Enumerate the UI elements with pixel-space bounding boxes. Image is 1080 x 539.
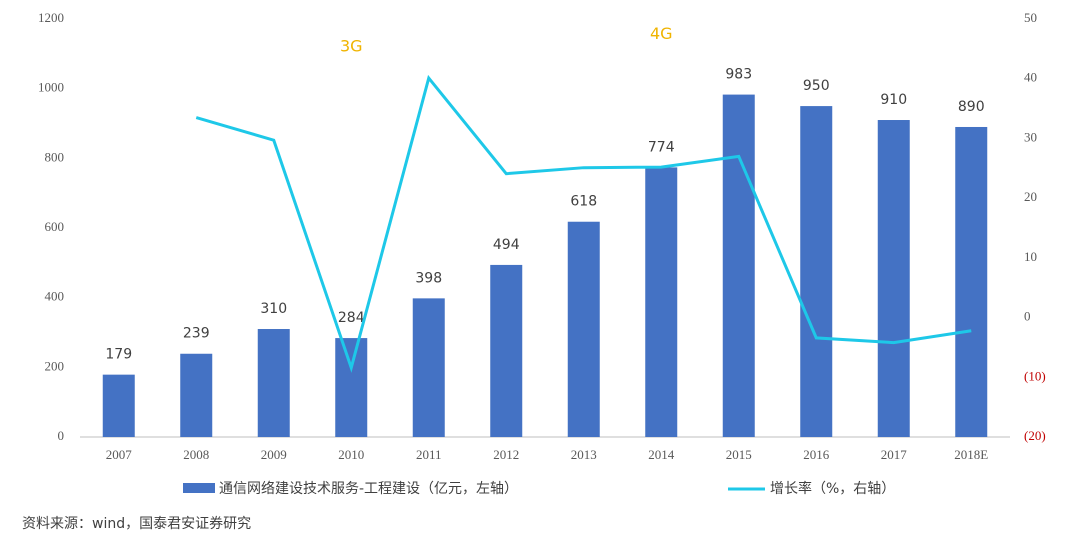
bar (567, 221, 600, 437)
bar (102, 374, 135, 437)
x-tick-label: 2014 (648, 447, 675, 462)
bar-value-label: 910 (880, 92, 907, 108)
bar (180, 353, 213, 437)
legend-label: 增长率（%，右轴） (770, 480, 895, 497)
y-tick-label: 600 (45, 219, 65, 234)
x-tick-label: 2010 (338, 447, 364, 462)
bar (877, 120, 910, 438)
y-tick-label: 1200 (38, 10, 64, 25)
bar (800, 106, 833, 437)
y2-tick-label: 10 (1024, 249, 1037, 264)
bar-value-label: 890 (958, 99, 985, 115)
x-tick-label: 2017 (881, 447, 908, 462)
bar-value-label: 618 (570, 194, 597, 210)
bar (722, 94, 755, 438)
growth-line (195, 74, 972, 373)
x-tick-label: 2009 (261, 447, 287, 462)
y2-tick-label: 50 (1024, 10, 1037, 25)
legend-label: 通信网络建设技术服务-工程建设（亿元，左轴） (219, 481, 518, 497)
annotation: 4G (650, 24, 673, 43)
bar (645, 167, 678, 437)
y2-tick-label: (20) (1024, 428, 1046, 443)
x-tick-label: 2012 (493, 447, 519, 462)
x-tick-label: 2018E (954, 447, 988, 462)
bar-value-label: 494 (493, 237, 520, 253)
y2-tick-label: 20 (1024, 189, 1037, 204)
bar-value-label: 983 (725, 67, 752, 83)
x-tick-label: 2015 (726, 447, 752, 462)
y2-tick-label: 0 (1024, 309, 1031, 324)
y-tick-label: 200 (45, 358, 65, 373)
x-tick-label: 2008 (183, 447, 209, 462)
bar-value-label: 179 (105, 347, 132, 363)
bar-value-label: 950 (803, 78, 830, 94)
y-tick-label: 400 (45, 289, 65, 304)
bar (257, 329, 290, 437)
bar-value-label: 398 (415, 270, 442, 286)
bar (955, 126, 988, 437)
legend-swatch (183, 483, 215, 493)
bar-value-label: 239 (183, 326, 210, 342)
annotation: 3G (340, 36, 363, 55)
y-tick-label: 1000 (38, 80, 64, 95)
source-note: 资料来源：wind，国泰君安证券研究 (22, 516, 251, 532)
x-tick-label: 2016 (803, 447, 830, 462)
bar-value-label: 774 (648, 139, 675, 155)
x-tick-label: 2007 (106, 447, 133, 462)
bar (412, 298, 445, 437)
bar (490, 264, 523, 437)
y-tick-label: 0 (58, 428, 65, 443)
y2-tick-label: 40 (1024, 70, 1037, 85)
y2-tick-label: 30 (1024, 129, 1037, 144)
y2-tick-label: (10) (1024, 368, 1046, 383)
x-tick-label: 2013 (571, 447, 597, 462)
bar-value-label: 284 (338, 310, 365, 326)
y-tick-label: 800 (45, 149, 65, 164)
bar-value-label: 310 (260, 301, 287, 317)
bar (335, 338, 368, 437)
x-tick-label: 2011 (416, 447, 442, 462)
